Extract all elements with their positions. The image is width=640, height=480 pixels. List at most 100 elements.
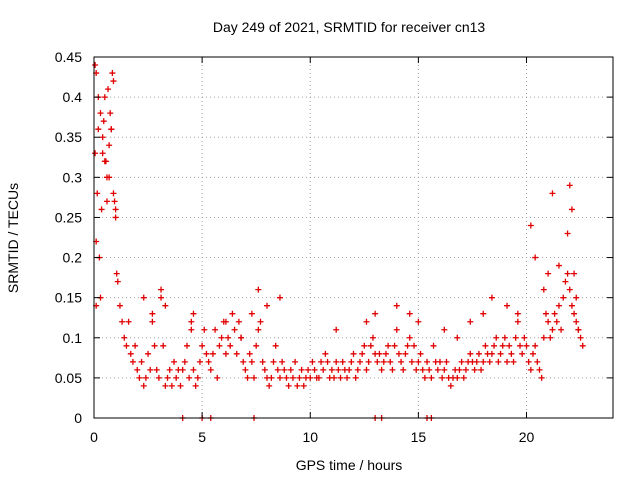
data-point: [300, 382, 307, 389]
data-point: [140, 294, 147, 301]
data-point: [363, 366, 370, 373]
data-point: [214, 374, 221, 381]
data-point: [132, 342, 139, 349]
data-point: [181, 358, 188, 365]
data-point: [419, 366, 426, 373]
data-point: [393, 302, 400, 309]
data-point: [311, 366, 318, 373]
data-point: [248, 358, 255, 365]
data-point: [564, 230, 571, 237]
data-point: [443, 358, 450, 365]
x-axis-label: GPS time / hours: [296, 457, 403, 473]
data-point: [495, 358, 502, 365]
y-tick-label: 0.4: [63, 89, 83, 105]
data-point: [270, 358, 277, 365]
data-point: [571, 310, 578, 317]
data-point: [568, 206, 575, 213]
data-point: [205, 358, 212, 365]
data-point: [162, 302, 169, 309]
data-point: [542, 310, 549, 317]
data-point: [264, 302, 270, 309]
data-point: [482, 342, 489, 349]
data-point: [428, 374, 435, 381]
data-point: [553, 318, 560, 325]
data-point: [441, 326, 448, 333]
data-point: [545, 318, 552, 325]
data-point: [510, 358, 517, 365]
data-point: [155, 374, 162, 381]
data-point: [525, 358, 532, 365]
data-point: [493, 334, 500, 341]
data-point: [363, 318, 370, 325]
data-point: [333, 358, 340, 365]
data-point: [257, 318, 264, 325]
data-point: [98, 206, 105, 213]
data-point: [534, 358, 541, 365]
data-point: [242, 366, 249, 373]
data-point: [560, 294, 567, 301]
data-point: [145, 350, 152, 357]
data-point: [549, 190, 556, 197]
data-point: [411, 342, 418, 349]
x-tick-label: 0: [90, 429, 98, 445]
data-point: [134, 366, 141, 373]
data-point: [354, 366, 361, 373]
data-point: [475, 350, 482, 357]
data-point: [566, 182, 573, 189]
data-point: [113, 270, 120, 277]
data-point: [577, 334, 584, 341]
data-point: [261, 366, 268, 373]
data-point: [289, 374, 296, 381]
data-point: [404, 342, 411, 349]
data-point: [352, 374, 359, 381]
data-point: [136, 374, 143, 381]
data-point: [473, 358, 480, 365]
data-point: [389, 366, 396, 373]
y-tick-label: 0.45: [55, 49, 82, 65]
data-point: [521, 334, 528, 341]
x-tick-label: 10: [302, 429, 318, 445]
y-tick-label: 0.2: [63, 250, 83, 266]
data-point: [296, 374, 303, 381]
data-point: [218, 334, 225, 341]
data-point: [142, 374, 149, 381]
data-point: [532, 342, 539, 349]
data-point: [285, 382, 292, 389]
data-point: [190, 366, 197, 373]
data-point: [108, 126, 115, 133]
data-point: [229, 310, 236, 317]
data-point: [203, 350, 210, 357]
data-point: [298, 366, 305, 373]
data-point: [227, 342, 234, 349]
data-point: [183, 342, 190, 349]
data-point: [400, 366, 407, 373]
data-point: [315, 374, 322, 381]
data-point: [488, 294, 495, 301]
data-point: [426, 366, 433, 373]
data-point: [527, 366, 534, 373]
data-point: [251, 374, 258, 381]
data-point: [540, 286, 547, 293]
y-axis-label: SRMTID / TECUs: [5, 183, 21, 293]
data-point: [408, 358, 415, 365]
data-point: [233, 350, 240, 357]
data-point: [406, 310, 413, 317]
data-point: [540, 334, 547, 341]
data-point: [292, 358, 299, 365]
data-point: [99, 150, 106, 157]
data-point: [192, 382, 199, 389]
data-point: [402, 350, 409, 357]
data-point: [348, 358, 355, 365]
data-point: [318, 358, 325, 365]
data-point: [231, 326, 238, 333]
data-point: [491, 342, 498, 349]
data-point: [283, 374, 290, 381]
data-point: [458, 358, 465, 365]
data-point: [238, 334, 245, 341]
data-point: [424, 358, 431, 365]
y-tick-label: 0.3: [63, 169, 83, 185]
data-point: [119, 318, 126, 325]
data-point: [460, 374, 467, 381]
data-point: [551, 310, 558, 317]
data-point: [441, 366, 448, 373]
